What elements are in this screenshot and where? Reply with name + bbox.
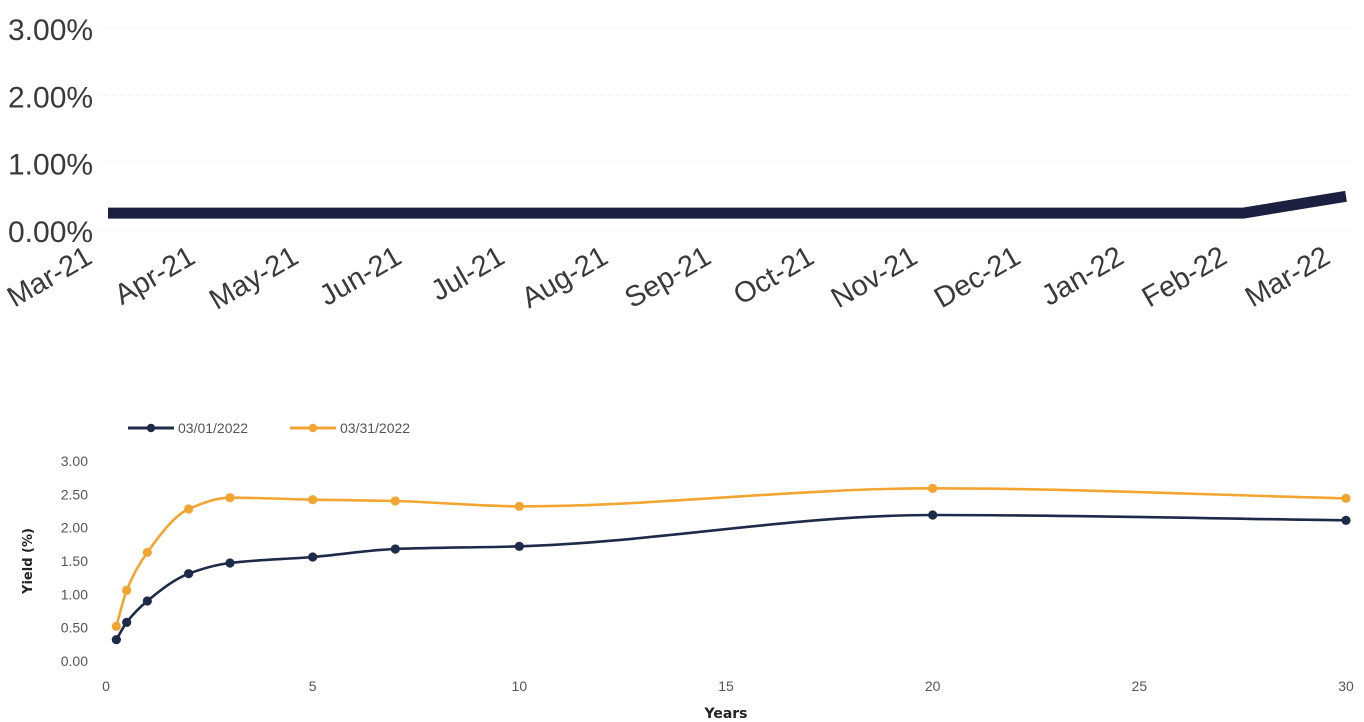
x-tick-label: Jul-21 xyxy=(426,240,510,307)
data-point xyxy=(928,483,938,493)
x-tick-label: 30 xyxy=(1338,678,1354,694)
yield-curve-chart: 3.00 2.50 2.00 1.50 1.00 0.50 0.00 0 5 10 15 20 25 30… xyxy=(21,420,1354,722)
x-tick-label: 0 xyxy=(102,678,110,694)
legend-label: 03/31/2022 xyxy=(340,420,410,436)
data-point xyxy=(225,493,235,503)
data-point xyxy=(142,547,152,557)
y-tick-label: 1.50 xyxy=(61,553,88,569)
x-tick-label: Nov-21 xyxy=(826,240,923,314)
x-tick-label: 20 xyxy=(925,678,941,694)
x-tick-label: Apr-21 xyxy=(109,240,200,311)
data-point xyxy=(225,558,235,568)
y-tick-label: 0.00% xyxy=(8,216,93,249)
series-line xyxy=(115,513,1347,641)
x-tick-label: Feb-22 xyxy=(1137,240,1233,314)
y-tick-label: 0.00 xyxy=(61,653,88,669)
policy-rate-chart: 3.00%2.00%1.00%0.00%Mar-21 Apr-21 May-21 Ju… xyxy=(2,14,1350,316)
y-tick-label: 1.00% xyxy=(8,149,93,182)
data-point xyxy=(111,621,121,631)
data-point xyxy=(390,496,400,506)
data-point xyxy=(122,617,132,627)
data-point xyxy=(184,569,194,579)
series-line xyxy=(108,190,1347,219)
x-tick-label: Aug-21 xyxy=(516,240,613,314)
data-point xyxy=(122,585,132,595)
data-point xyxy=(390,544,400,554)
y-tick-label: 2.50 xyxy=(61,486,88,502)
x-tick-label: 5 xyxy=(309,678,317,694)
y-tick-label: 3.00% xyxy=(8,14,93,47)
data-point xyxy=(928,510,938,520)
y-tick-label: 3.00 xyxy=(61,453,88,469)
x-tick-label: Jun-21 xyxy=(314,240,407,312)
data-point xyxy=(111,635,121,645)
y-tick-label: 0.50 xyxy=(61,620,88,636)
x-tick-label: Jan-22 xyxy=(1036,240,1129,312)
legend-swatch-marker xyxy=(308,423,318,433)
data-point xyxy=(142,596,152,606)
x-axis-title: Years xyxy=(703,706,747,722)
legend-label: 03/01/2022 xyxy=(178,420,248,436)
x-tick-label: 15 xyxy=(718,678,734,694)
x-tick-label: Oct-21 xyxy=(728,240,819,311)
data-point xyxy=(1341,493,1351,503)
y-tick-label: 2.00 xyxy=(61,520,88,536)
y-tick-label: 2.00% xyxy=(8,81,93,114)
legend-swatch-marker xyxy=(146,423,156,433)
y-axis-title: Yield (%) xyxy=(21,528,36,595)
x-tick-label: 10 xyxy=(512,678,528,694)
data-point xyxy=(184,504,194,514)
x-tick-label: Dec-21 xyxy=(929,240,1026,314)
x-tick-label: 25 xyxy=(1132,678,1148,694)
x-tick-label: Mar-21 xyxy=(2,240,98,314)
data-point xyxy=(514,541,524,551)
y-tick-label: 1.00 xyxy=(61,586,88,602)
data-point xyxy=(308,495,318,505)
data-point xyxy=(514,501,524,511)
data-point xyxy=(1341,515,1351,525)
data-point xyxy=(308,552,318,562)
x-tick-label: Sep-21 xyxy=(620,240,717,314)
x-tick-label: May-21 xyxy=(204,240,304,316)
x-tick-label: Mar-22 xyxy=(1240,240,1336,314)
